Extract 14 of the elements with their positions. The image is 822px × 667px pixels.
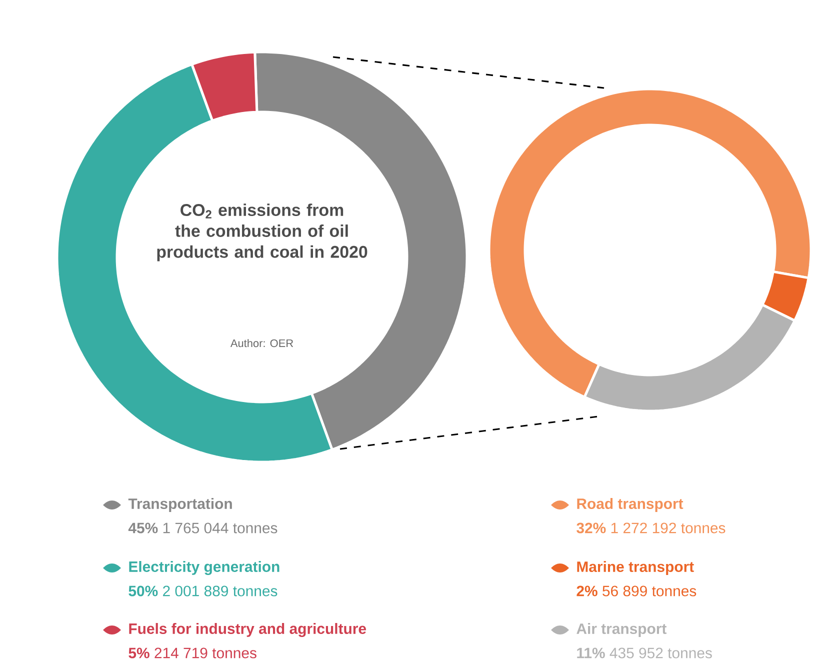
data-label: 50% 2 001 889 tonnes xyxy=(128,586,278,596)
legend-label: Transportation xyxy=(128,498,232,512)
data-label: 45% 1 765 044 tonnes xyxy=(128,522,278,534)
data-label: 5% 214 719 tonnes xyxy=(128,648,256,658)
legend-label: Air transport xyxy=(576,623,667,637)
legend-label: Marine transport xyxy=(577,561,694,575)
legend-label: Road transport xyxy=(577,498,684,512)
legend-label: Electricity generation xyxy=(129,561,280,575)
text: Author: OER xyxy=(230,339,294,348)
text: CO$_{2}$ emissions from the combustion of oil products and coal in 2020 xyxy=(157,204,368,262)
legend-label: Fuels for industry and agriculture xyxy=(129,623,366,637)
data-label: 2% 56 899 tonnes xyxy=(576,586,696,596)
data-label: 11% 435 952 tonnes xyxy=(577,648,712,658)
data-label: 32% 1 272 192 tonnes xyxy=(576,522,726,534)
